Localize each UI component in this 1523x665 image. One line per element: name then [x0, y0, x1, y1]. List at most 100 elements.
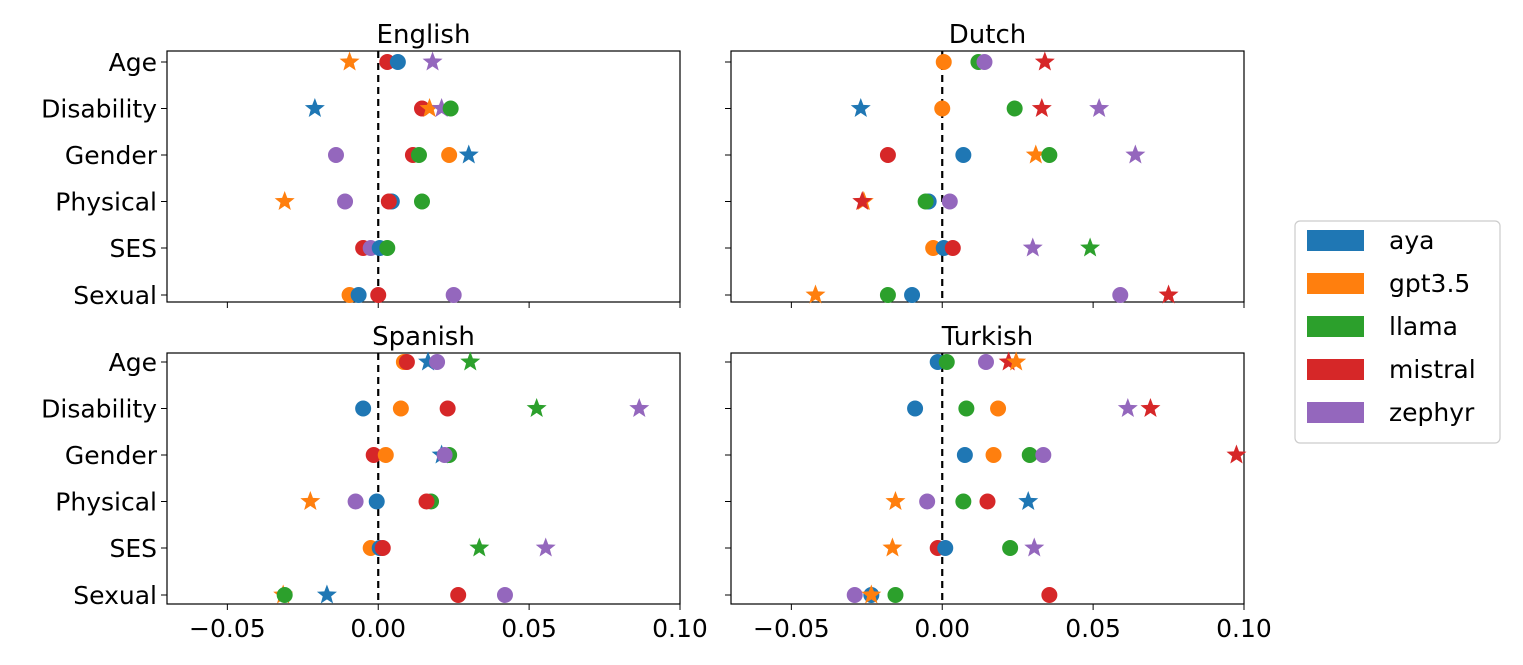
point-circle-zephyr	[429, 354, 446, 370]
point-star-mistral	[852, 191, 873, 210]
point-circle-mistral	[944, 240, 961, 256]
point-circle-llama	[442, 100, 459, 117]
y-tick-label: Sexual	[73, 581, 157, 610]
point-circle-gpt3.5	[392, 400, 409, 417]
point-star-gpt3.5	[885, 491, 906, 510]
point-circle-gpt3.5	[935, 54, 952, 70]
point-circle-llama	[1002, 540, 1019, 556]
x-tick-label: 0.05	[501, 614, 557, 643]
y-tick-label: Age	[109, 48, 157, 77]
point-circle-mistral	[365, 447, 382, 463]
point-star-gpt3.5	[419, 98, 440, 117]
point-circle-zephyr	[496, 587, 513, 603]
x-tick-label: 0.05	[1065, 614, 1121, 643]
point-star-gpt3.5	[805, 284, 826, 304]
point-circle-mistral	[439, 400, 456, 417]
point-circle-aya	[350, 287, 367, 303]
legend-label: llama	[1389, 312, 1458, 341]
point-star-aya	[304, 98, 325, 117]
point-circle-zephyr	[436, 447, 453, 463]
point-circle-zephyr	[445, 287, 462, 303]
point-star-gpt3.5	[274, 191, 295, 210]
point-star-llama	[460, 351, 481, 371]
point-circle-llama	[410, 147, 427, 163]
axes-frame	[730, 352, 1245, 605]
point-star-zephyr	[422, 51, 443, 71]
point-circle-llama	[276, 587, 293, 603]
point-circle-zephyr	[1112, 287, 1129, 303]
point-star-mistral	[1226, 444, 1247, 464]
point-star-gpt3.5	[300, 491, 321, 510]
x-tick-label: 0.10	[1216, 614, 1272, 643]
point-circle-llama	[958, 400, 975, 417]
point-circle-zephyr	[337, 193, 354, 210]
panel-title: English	[377, 20, 471, 50]
point-star-gpt3.5	[339, 51, 360, 71]
point-circle-aya	[937, 540, 954, 556]
point-circle-zephyr	[919, 493, 936, 510]
point-circle-llama	[917, 193, 934, 210]
point-circle-gpt3.5	[934, 100, 951, 117]
point-circle-zephyr	[327, 147, 344, 163]
point-star-llama	[526, 398, 547, 417]
y-tick-label: Gender	[65, 141, 158, 170]
point-star-aya	[418, 351, 439, 371]
legend-swatch-mistral	[1307, 359, 1364, 380]
panel-title: Dutch	[949, 20, 1026, 50]
panel-spanish: Spanish Age Disability Gender Physical SES Sex…	[41, 322, 708, 643]
panel-english: English Age Disability Gender Physical SES Sex…	[41, 20, 681, 310]
panel-title: Spanish	[372, 322, 475, 352]
x-tick-label: −0.05	[189, 614, 266, 643]
x-tick-label: 0.00	[914, 614, 970, 643]
y-tick-label: Physical	[55, 188, 157, 217]
point-circle-aya	[956, 447, 973, 463]
point-circle-gpt3.5	[441, 147, 458, 163]
legend-swatch-llama	[1307, 316, 1364, 337]
point-star-aya	[850, 98, 871, 117]
point-circle-llama	[955, 493, 972, 510]
point-circle-mistral	[450, 587, 467, 603]
panel-dutch: Dutch	[725, 20, 1245, 308]
point-circle-mistral	[979, 493, 996, 510]
point-star-gpt3.5	[882, 537, 903, 557]
y-tick-label: Sexual	[73, 281, 157, 310]
point-circle-gpt3.5	[985, 447, 1002, 463]
point-circle-mistral	[380, 193, 397, 210]
point-star-mistral	[1158, 284, 1179, 304]
point-star-mistral	[1034, 51, 1055, 71]
point-circle-mistral	[418, 493, 435, 510]
legend-swatch-gpt3.5	[1307, 273, 1364, 294]
point-circle-zephyr	[1035, 447, 1052, 463]
y-tick-label: SES	[109, 234, 157, 263]
panel-title: Turkish	[941, 322, 1033, 352]
point-circle-mistral	[370, 287, 387, 303]
x-tick-label: 0.10	[652, 614, 708, 643]
point-circle-zephyr	[977, 354, 994, 370]
point-circle-aya	[955, 147, 972, 163]
point-circle-llama	[1041, 147, 1058, 163]
point-star-llama	[469, 537, 490, 557]
panel-turkish: Turkish −0.05 0.00 0.05 0.10	[725, 322, 1272, 643]
point-star-mistral	[998, 351, 1019, 371]
y-tick-label: Disability	[41, 395, 157, 424]
y-tick-label: Disability	[41, 95, 157, 124]
legend-label: mistral	[1389, 355, 1476, 384]
point-star-gpt3.5	[861, 584, 882, 604]
point-circle-aya	[368, 493, 385, 510]
legend-label: gpt3.5	[1389, 269, 1470, 298]
point-star-aya	[316, 584, 337, 604]
point-circle-mistral	[879, 147, 896, 163]
point-star-mistral	[1140, 398, 1161, 417]
point-circle-llama	[938, 354, 955, 370]
legend-label: zephyr	[1389, 398, 1475, 427]
point-circle-aya	[389, 54, 406, 70]
point-circle-zephyr	[941, 193, 958, 210]
point-star-zephyr	[629, 398, 650, 417]
point-circle-aya	[355, 400, 372, 417]
point-circle-llama	[379, 240, 396, 256]
point-star-mistral	[1031, 98, 1052, 117]
y-tick-label: Age	[109, 348, 157, 377]
point-circle-mistral	[398, 354, 415, 370]
point-circle-llama	[879, 287, 896, 303]
